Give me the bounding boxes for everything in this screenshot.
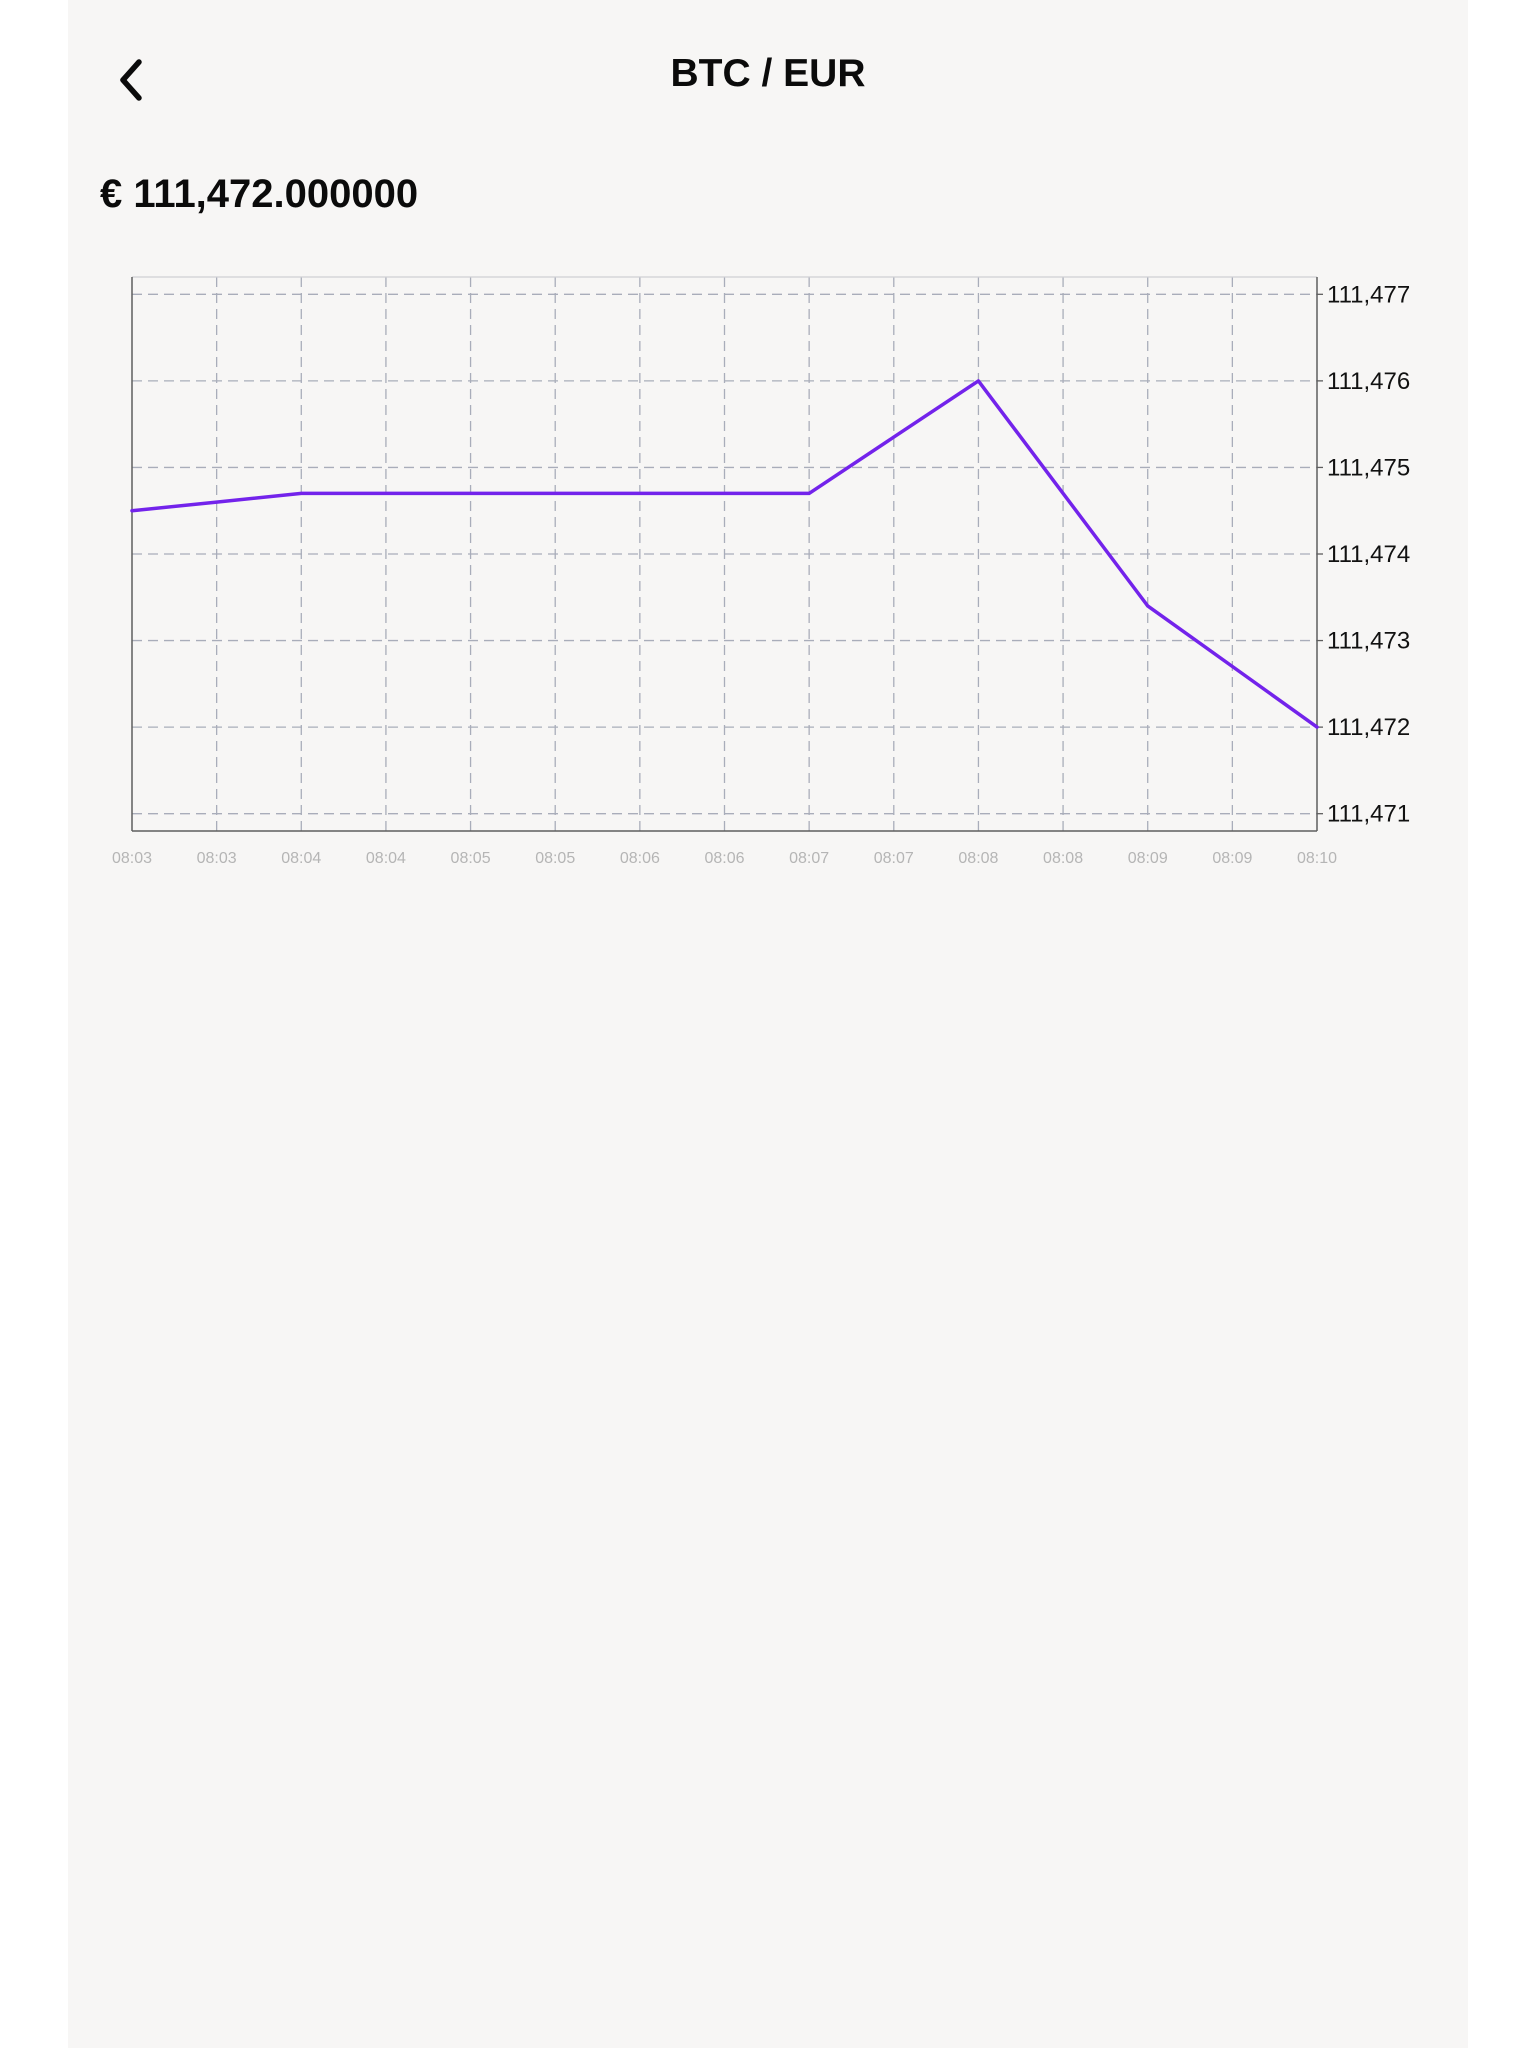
x-tick-label: 08:09 bbox=[1128, 850, 1168, 867]
current-price: € 111,472.000000 bbox=[100, 172, 419, 216]
y-tick-label: 111,473 bbox=[1327, 628, 1410, 655]
x-tick-label: 08:08 bbox=[1043, 850, 1083, 867]
chart-axes bbox=[131, 276, 1323, 832]
y-tick-label: 111,471 bbox=[1327, 801, 1410, 828]
y-tick-label: 111,475 bbox=[1327, 454, 1410, 481]
app-screen: BTC / EUR € 111,472.000000 111,477 111,47… bbox=[68, 0, 1468, 2048]
chevron-left-icon bbox=[120, 59, 142, 101]
y-tick-labels: 111,477 111,476 111,475 111,474 111,473 111,4… bbox=[1327, 281, 1410, 827]
y-tick-label: 111,474 bbox=[1327, 541, 1410, 568]
y-tick-label: 111,477 bbox=[1327, 281, 1410, 308]
x-tick-label: 08:03 bbox=[197, 850, 237, 867]
y-tick-label: 111,476 bbox=[1327, 368, 1410, 395]
x-tick-label: 08:07 bbox=[789, 850, 829, 867]
back-button[interactable] bbox=[98, 38, 164, 122]
x-tick-label: 08:08 bbox=[958, 850, 998, 867]
horizontal-gridlines bbox=[132, 293, 1317, 815]
series-group bbox=[130, 379, 1319, 729]
x-tick-label: 08:03 bbox=[112, 850, 152, 867]
page-title: BTC / EUR bbox=[670, 52, 866, 95]
y-tick-label: 111,472 bbox=[1327, 714, 1410, 741]
x-tick-label: 08:05 bbox=[535, 850, 575, 867]
x-tick-label: 08:05 bbox=[451, 850, 491, 867]
x-tick-label: 08:04 bbox=[281, 850, 321, 867]
x-tick-label: 08:10 bbox=[1297, 850, 1337, 867]
x-tick-labels: 08:03 08:03 08:04 08:04 08:05 08:05 08:06 08:06… bbox=[112, 850, 1337, 867]
x-tick-label: 08:04 bbox=[366, 850, 406, 867]
x-tick-label: 08:07 bbox=[874, 850, 914, 867]
x-tick-label: 08:06 bbox=[620, 850, 660, 867]
x-tick-label: 08:09 bbox=[1212, 850, 1252, 867]
x-tick-label: 08:06 bbox=[704, 850, 744, 867]
price-chart: 111,477 111,476 111,475 111,474 111,473 111,4… bbox=[112, 276, 1410, 867]
